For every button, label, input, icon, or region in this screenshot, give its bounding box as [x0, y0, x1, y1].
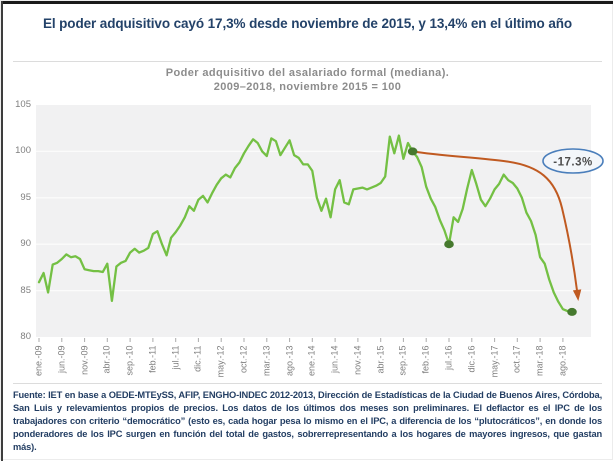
y-axis-label: 105: [15, 99, 31, 110]
y-axis-label: 85: [20, 284, 31, 296]
chart-subtitle-line1: Poder adquisitivo del asalariado formal …: [165, 67, 450, 79]
chart-subtitle: Poder adquisitivo del asalariado formal …: [14, 67, 601, 94]
marker-dot: [444, 240, 454, 249]
y-axis-label: 95: [20, 191, 31, 203]
decline-arrow: [411, 150, 579, 293]
gridlines: [36, 150, 591, 292]
callout-label: -17.3%: [553, 157, 592, 169]
y-axis-label: 90: [20, 238, 31, 250]
y-axis-label: 80: [20, 331, 31, 342]
marker-dot: [407, 147, 418, 156]
series-line: [37, 134, 574, 314]
callout-ellipse: [542, 148, 604, 174]
marker-dots: [407, 147, 577, 316]
source-note: Fuente: IET en base a OEDE-MTEySS, AFIP,…: [13, 390, 602, 452]
y-axis-label: 100: [15, 145, 31, 157]
decline-arrowhead-icon: [572, 289, 582, 301]
title-separator: [13, 61, 602, 62]
chart-subtitle-line2: 2009–2018, noviembre 2015 = 100: [213, 80, 402, 93]
page-title: El poder adquisitivo cayó 17,3% desde no…: [42, 16, 573, 31]
window-left-edge: [1, 1, 3, 461]
plot-area: [36, 105, 591, 337]
x-axis-ticks: [38, 338, 564, 342]
footer-separator: [13, 383, 602, 384]
window-top-edge: [1, 1, 613, 4]
marker-dot: [567, 307, 577, 316]
